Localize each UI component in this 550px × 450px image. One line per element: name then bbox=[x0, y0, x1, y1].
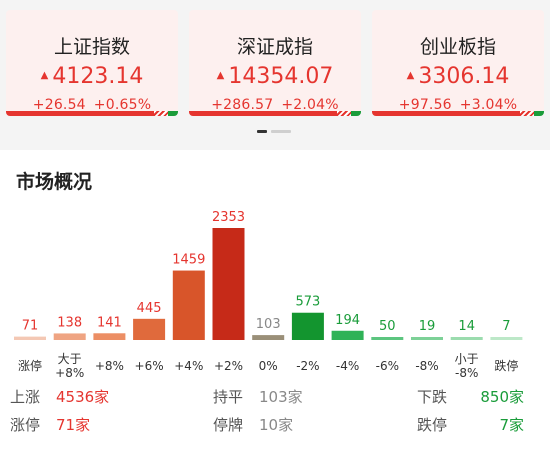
index-price: ▲ 14354.07 bbox=[216, 64, 334, 89]
advance-bar bbox=[372, 111, 520, 116]
bar-7[interactable] bbox=[291, 312, 324, 340]
decline-bar bbox=[168, 111, 178, 116]
bar-value-label: 141 bbox=[97, 315, 122, 330]
bar-divider bbox=[154, 111, 168, 116]
bar-9[interactable] bbox=[371, 337, 404, 340]
advance-bar bbox=[6, 111, 154, 116]
bar-value-label: 71 bbox=[22, 319, 39, 334]
stats-row-counts: 上涨 4536家 持平 103家 下跌 850家 bbox=[0, 386, 550, 408]
x-tick-label: 跌停 bbox=[494, 359, 519, 373]
bar-value-label: 1459 bbox=[172, 253, 205, 268]
up-label: 上涨 bbox=[10, 388, 41, 406]
flat-label: 持平 bbox=[213, 388, 244, 406]
index-card-sse[interactable]: 上证指数 ▲ 4123.14 +26.54 +0.65% bbox=[6, 10, 178, 116]
advance-bar bbox=[189, 111, 337, 116]
x-tick-label: +6% bbox=[134, 359, 164, 373]
bar-value-label: 445 bbox=[137, 301, 162, 316]
suspended-value: 10家 bbox=[259, 416, 294, 434]
suspended-label: 停牌 bbox=[213, 416, 244, 434]
index-change: +97.56 +3.04% bbox=[398, 97, 518, 113]
bar-divider bbox=[520, 111, 534, 116]
bar-10[interactable] bbox=[411, 337, 443, 340]
bar-value-label: 19 bbox=[419, 319, 436, 334]
index-cards: 上证指数 ▲ 4123.14 +26.54 +0.65% 深证成指 ▲ 14354.0… bbox=[0, 0, 550, 133]
index-change: +26.54 +0.65% bbox=[32, 97, 152, 113]
bar-6[interactable] bbox=[252, 335, 285, 340]
x-tick-label: 0% bbox=[258, 359, 278, 373]
x-tick-label: -8% bbox=[415, 359, 439, 373]
limit-down-label: 跌停 bbox=[417, 416, 448, 434]
market-overview: 市场概况 71 138 141 445 1459 2353 103 573 194 50 19 14 7… bbox=[0, 150, 550, 450]
limit-up-label: 涨停 bbox=[10, 416, 41, 434]
index-name: 创业板指 bbox=[419, 36, 496, 58]
up-arrow-icon: ▲ bbox=[216, 70, 225, 81]
x-tick-label: +4% bbox=[174, 359, 204, 373]
index-name: 上证指数 bbox=[53, 36, 130, 58]
section-title: 市场概况 bbox=[16, 171, 93, 193]
pager-dot bbox=[271, 130, 291, 133]
bar-8[interactable] bbox=[331, 330, 364, 340]
bar-value-label: 103 bbox=[256, 317, 281, 332]
bar-value-label: 138 bbox=[57, 315, 82, 330]
bar-value-label: 14 bbox=[458, 319, 475, 334]
pager-dot-active bbox=[257, 130, 267, 133]
bar-3[interactable] bbox=[133, 318, 166, 340]
index-change: +286.57 +2.04% bbox=[211, 97, 339, 113]
index-card-chinext[interactable]: 创业板指 ▲ 3306.14 +97.56 +3.04% bbox=[372, 10, 544, 116]
x-tick-label: +2% bbox=[213, 359, 244, 373]
distribution-chart-svg: 71 138 141 445 1459 2353 103 573 194 50 19 14 7 bbox=[14, 210, 523, 340]
index-name: 深证成指 bbox=[236, 36, 313, 58]
bar-divider bbox=[337, 111, 351, 116]
x-tick-label: 小于 -8% bbox=[454, 352, 479, 380]
bar-value-label: 50 bbox=[379, 319, 396, 334]
bar-11[interactable] bbox=[450, 337, 483, 340]
limit-down-value: 7家 bbox=[499, 416, 524, 434]
x-tick-label: -4% bbox=[335, 359, 360, 373]
limit-up-value: 71家 bbox=[56, 416, 91, 434]
bar-12[interactable] bbox=[490, 337, 523, 340]
bar-4[interactable] bbox=[172, 270, 205, 340]
decline-bar bbox=[351, 111, 361, 116]
index-price: ▲ 4123.14 bbox=[40, 64, 144, 89]
bar-value-label: 7 bbox=[502, 319, 510, 334]
down-value: 850家 bbox=[480, 388, 524, 406]
up-arrow-icon: ▲ bbox=[40, 70, 49, 81]
x-tick-label: -2% bbox=[296, 359, 320, 373]
bar-value-label: 2353 bbox=[212, 210, 245, 225]
x-tick-label: 涨停 bbox=[17, 359, 42, 373]
bar-value-label: 194 bbox=[335, 313, 360, 328]
index-card-szse[interactable]: 深证成指 ▲ 14354.07 +286.57 +2.04% bbox=[189, 10, 361, 116]
flat-value: 103家 bbox=[259, 388, 303, 406]
bar-1[interactable] bbox=[53, 333, 86, 340]
bar-5[interactable] bbox=[212, 228, 245, 340]
decline-bar bbox=[534, 111, 544, 116]
down-label: 下跌 bbox=[417, 388, 448, 406]
stats-row-limits: 涨停 71家 停牌 10家 跌停 7家 bbox=[0, 414, 550, 436]
x-tick-label: +8% bbox=[94, 359, 124, 373]
x-tick-label: -6% bbox=[375, 359, 399, 373]
bar-0[interactable] bbox=[14, 336, 46, 340]
index-price: ▲ 3306.14 bbox=[406, 64, 510, 89]
up-arrow-icon: ▲ bbox=[406, 70, 415, 81]
bar-2[interactable] bbox=[93, 333, 126, 340]
distribution-chart: 71 138 141 445 1459 2353 103 573 194 50 19 14 7 涨停 大于… bbox=[0, 150, 550, 380]
bar-value-label: 573 bbox=[295, 295, 320, 310]
x-tick-label: 大于 +8% bbox=[55, 352, 85, 380]
up-value: 4536家 bbox=[56, 388, 110, 406]
